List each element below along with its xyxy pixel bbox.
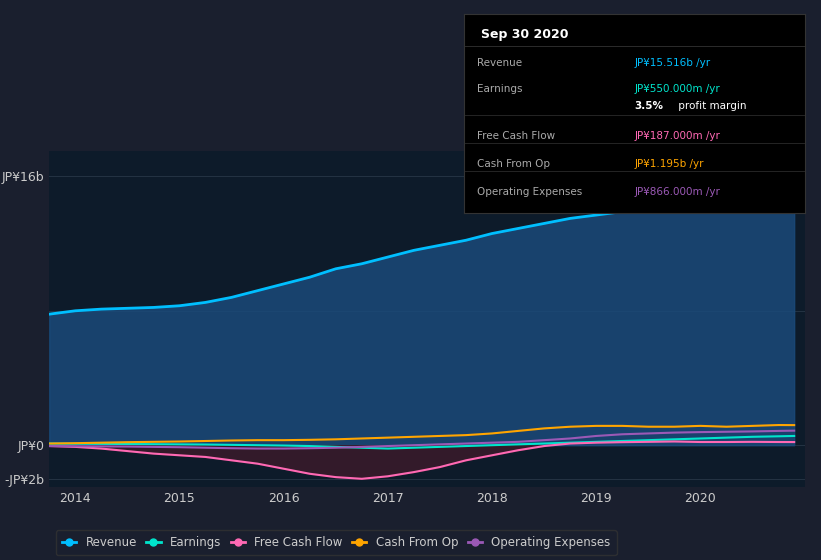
Text: JP¥550.000m /yr: JP¥550.000m /yr [635, 83, 720, 94]
Text: Earnings: Earnings [478, 83, 523, 94]
Text: 3.5%: 3.5% [635, 101, 663, 111]
Text: JP¥1.195b /yr: JP¥1.195b /yr [635, 159, 704, 169]
Text: JP¥15.516b /yr: JP¥15.516b /yr [635, 58, 710, 68]
Text: JP¥187.000m /yr: JP¥187.000m /yr [635, 131, 720, 141]
Text: Cash From Op: Cash From Op [478, 159, 551, 169]
Text: Operating Expenses: Operating Expenses [478, 187, 583, 197]
Legend: Revenue, Earnings, Free Cash Flow, Cash From Op, Operating Expenses: Revenue, Earnings, Free Cash Flow, Cash … [56, 530, 617, 555]
Text: Revenue: Revenue [478, 58, 523, 68]
Text: Free Cash Flow: Free Cash Flow [478, 131, 556, 141]
Text: Sep 30 2020: Sep 30 2020 [481, 28, 568, 41]
Text: profit margin: profit margin [675, 101, 746, 111]
Text: JP¥866.000m /yr: JP¥866.000m /yr [635, 187, 720, 197]
